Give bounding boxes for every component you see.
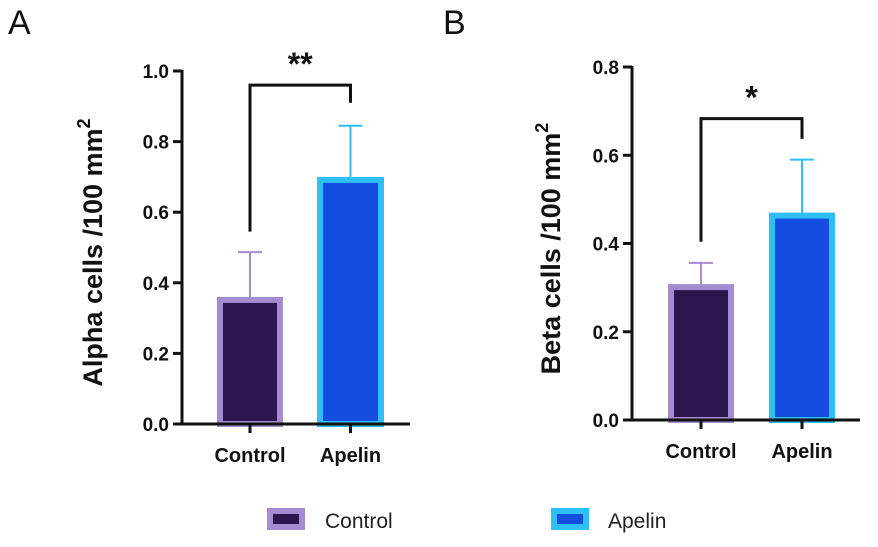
x-tick-label: Apelin — [771, 441, 832, 463]
x-tick-label: Control — [214, 445, 285, 467]
y-tick-label: 0.2 — [593, 323, 619, 344]
significance-label: ** — [288, 46, 313, 82]
y-axis-label: Alpha cells /100 mm2 — [74, 118, 108, 386]
x-tick-label: Control — [665, 441, 736, 463]
y-tick-label: 0.2 — [143, 344, 169, 365]
y-tick-label: 0.6 — [593, 146, 619, 167]
y-tick-label: 0.0 — [143, 415, 169, 436]
chart-panel-b: B Control Apelin 0.0 0.2 0.4 0.6 0.8 Beta cells … — [443, 4, 860, 463]
significance-bracket — [248, 83, 352, 232]
y-axis-label-text: Alpha cells /100 mm — [78, 128, 108, 386]
significance-bracket — [699, 117, 804, 242]
y-tick-label: 0.8 — [593, 58, 619, 79]
panel-label: B — [443, 4, 466, 42]
legend-label-control: Control — [325, 510, 393, 533]
panel-label: A — [8, 4, 31, 42]
y-tick-label: 0.8 — [143, 133, 169, 154]
legend-swatch-control — [267, 508, 305, 530]
chart-panel-a: A Control Apelin 0.0 0.2 0.4 0.6 0.8 1.0 Alpha ce… — [8, 4, 410, 467]
y-tick-label: 1.0 — [143, 62, 169, 83]
bar-apelin — [769, 212, 835, 423]
y-tick-label: 0.6 — [143, 203, 169, 224]
bar-apelin — [317, 176, 384, 427]
y-axis-label: Beta cells /100 mm2 — [532, 123, 566, 375]
y-axis-label-text: Beta cells /100 mm — [536, 133, 566, 375]
legend-label-apelin: Apelin — [608, 510, 666, 533]
y-tick-label: 0.0 — [593, 411, 619, 432]
bar-control — [668, 284, 734, 423]
y-tick-label: 0.4 — [143, 274, 170, 295]
x-tick-label: Apelin — [320, 445, 381, 467]
bar-control — [217, 296, 283, 428]
y-axis-label-superscript: 2 — [74, 118, 94, 128]
legend-swatch-apelin — [551, 508, 589, 530]
legend: Control Apelin — [267, 508, 666, 533]
y-axis-label-superscript: 2 — [532, 123, 552, 133]
significance-label: * — [745, 80, 758, 116]
y-tick-label: 0.4 — [593, 235, 620, 256]
